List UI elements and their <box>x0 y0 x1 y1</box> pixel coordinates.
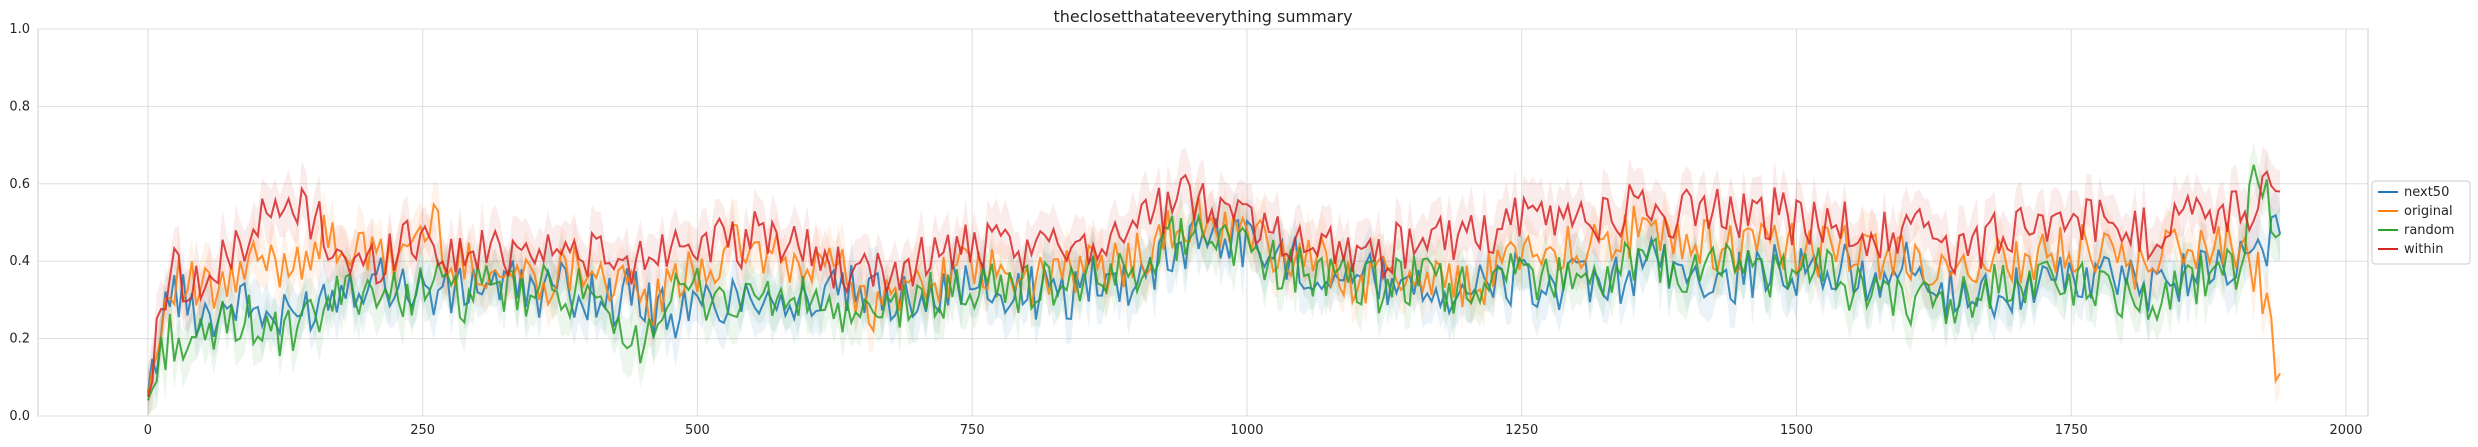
grid-lines <box>38 28 2368 417</box>
band-next50 <box>147 189 2281 416</box>
band-original <box>147 176 2281 416</box>
legend-label-next50: next50 <box>2404 185 2449 200</box>
x-tick-label: 750 <box>960 423 985 438</box>
plot-area <box>37 28 2369 417</box>
y-tick-label: 0.6 <box>9 177 30 192</box>
chart-title: theclosetthatateeverything summary <box>1053 7 1352 26</box>
y-tick-label: 0.0 <box>9 409 30 424</box>
legend-label-random: random <box>2404 223 2454 238</box>
y-tick-label: 0.2 <box>9 332 30 347</box>
legend-label-original: original <box>2404 204 2453 219</box>
legend-label-within: within <box>2404 242 2443 257</box>
x-tick-label: 500 <box>685 423 710 438</box>
series-lines <box>146 164 2282 401</box>
x-tick-label: 1000 <box>1230 423 1263 438</box>
y-tick-label: 1.0 <box>9 22 30 37</box>
series-line-within <box>146 169 2281 397</box>
x-tick-label: 0 <box>144 423 152 438</box>
y-tick-label: 0.4 <box>9 254 30 269</box>
y-tick-label: 0.8 <box>9 99 30 114</box>
series-line-random <box>146 164 2281 401</box>
y-axis-ticks: 0.0 0.2 0.4 0.6 0.8 1.0 <box>9 22 30 424</box>
legend: next50 original random within <box>2371 180 2471 265</box>
x-tick-label: 250 <box>410 423 435 438</box>
x-axis-ticks: 0 250 500 750 1000 1250 1500 1750 2000 <box>144 423 2363 438</box>
x-tick-label: 1750 <box>2055 423 2088 438</box>
band-random <box>147 143 2281 416</box>
x-tick-label: 2000 <box>2329 423 2362 438</box>
legend-box <box>2371 180 2471 265</box>
x-tick-label: 1500 <box>1780 423 1813 438</box>
x-tick-label: 1250 <box>1505 423 1538 438</box>
